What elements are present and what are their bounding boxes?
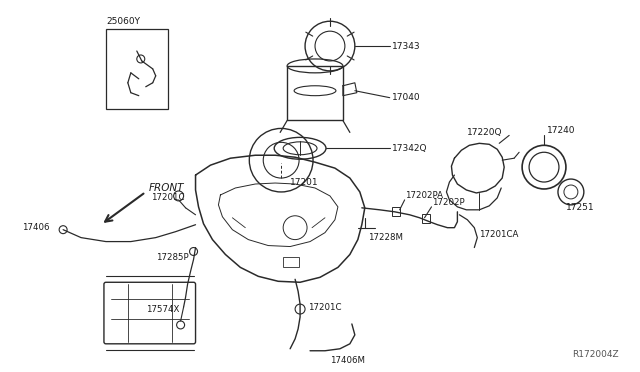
Text: 17342Q: 17342Q	[392, 144, 427, 153]
Bar	[106, 29, 168, 109]
Bar	[422, 214, 429, 223]
Text: 17228M: 17228M	[368, 233, 403, 242]
Text: 17240: 17240	[547, 126, 575, 135]
Bar	[283, 257, 299, 267]
Text: 17201CA: 17201CA	[479, 230, 518, 239]
Text: FRONT: FRONT	[148, 183, 184, 193]
Text: 17251: 17251	[566, 203, 595, 212]
Text: 17202PA: 17202PA	[404, 192, 443, 201]
Text: 17220Q: 17220Q	[467, 128, 503, 137]
Text: 17202P: 17202P	[433, 198, 465, 207]
Bar	[392, 207, 399, 216]
Text: 17285P: 17285P	[156, 253, 188, 262]
Text: 25060Y: 25060Y	[106, 17, 140, 26]
Text: 17406: 17406	[22, 223, 49, 232]
Bar	[287, 66, 343, 121]
Text: 17201C: 17201C	[308, 302, 342, 312]
Text: 17406M: 17406M	[330, 356, 365, 365]
Text: 17201C: 17201C	[151, 193, 184, 202]
Text: 17201: 17201	[290, 177, 319, 186]
Text: 17040: 17040	[392, 93, 420, 102]
Text: 17343: 17343	[392, 42, 420, 51]
Text: 17574X: 17574X	[146, 305, 179, 314]
Text: R172004Z: R172004Z	[572, 350, 619, 359]
